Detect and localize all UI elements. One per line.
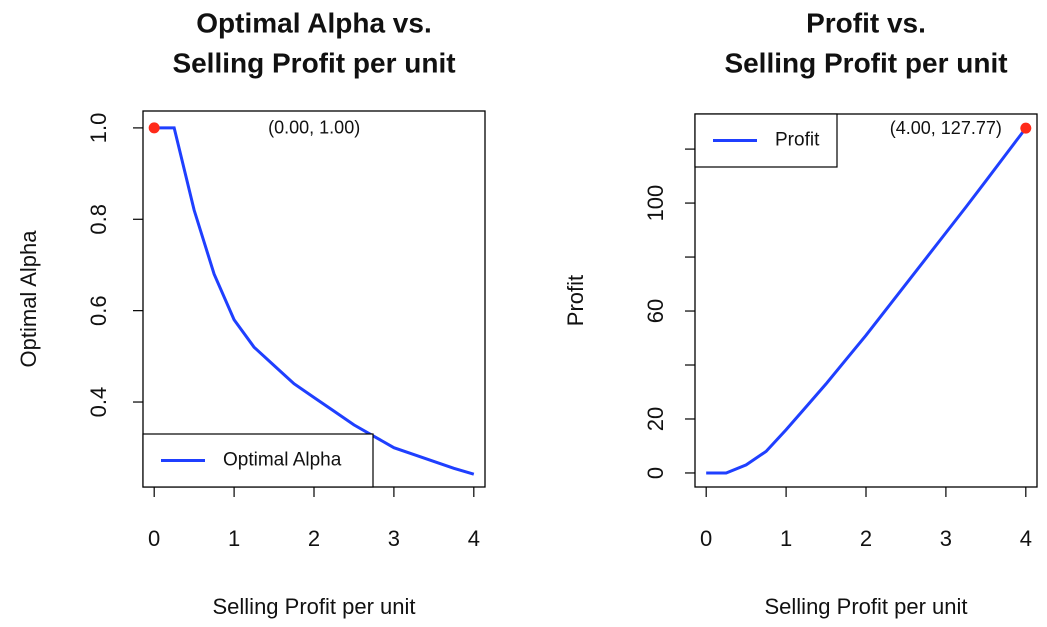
data-line [154,126,475,476]
x-tick-label: 3 [940,526,952,551]
x-tick-label: 3 [388,526,400,551]
chart-title: Profit vs. [806,7,926,38]
y-tick-label: 0.8 [86,204,111,235]
x-axis-label: Selling Profit per unit [765,594,968,619]
x-tick-label: 0 [148,526,160,551]
x-tick-label: 0 [700,526,712,551]
x-tick-label: 2 [308,526,320,551]
chart-title: Optimal Alpha vs. [196,7,431,38]
data-line [706,127,1028,475]
x-axis-label: Selling Profit per unit [213,594,416,619]
point-annotation: (0.00, 1.00) [268,118,360,138]
x-tick-label: 1 [228,526,240,551]
y-tick-label: 20 [643,407,668,431]
plot-frame [142,110,486,488]
y-tick-label: 0 [643,467,668,479]
chart-title: Selling Profit per unit [724,47,1007,78]
y-tick-label: 0.4 [86,387,111,418]
y-axis-label: Profit [563,275,588,326]
x-tick-label: 4 [1020,526,1032,551]
x-tick-label: 4 [468,526,480,551]
y-tick-label: 100 [643,185,668,222]
highlight-point [148,122,160,134]
plot-frame [694,113,1038,488]
y-axis-label: Optimal Alpha [16,230,41,368]
chart-title: Selling Profit per unit [172,47,455,78]
x-tick-label: 2 [860,526,872,551]
legend-label: Optimal Alpha [223,450,342,471]
y-tick-label: 1.0 [86,113,111,144]
point-annotation: (4.00, 127.77) [890,118,1002,138]
legend-label: Profit [775,130,820,151]
highlight-point [1020,122,1032,134]
y-tick-label: 0.6 [86,295,111,326]
x-tick-label: 1 [780,526,792,551]
y-tick-label: 60 [643,299,668,323]
